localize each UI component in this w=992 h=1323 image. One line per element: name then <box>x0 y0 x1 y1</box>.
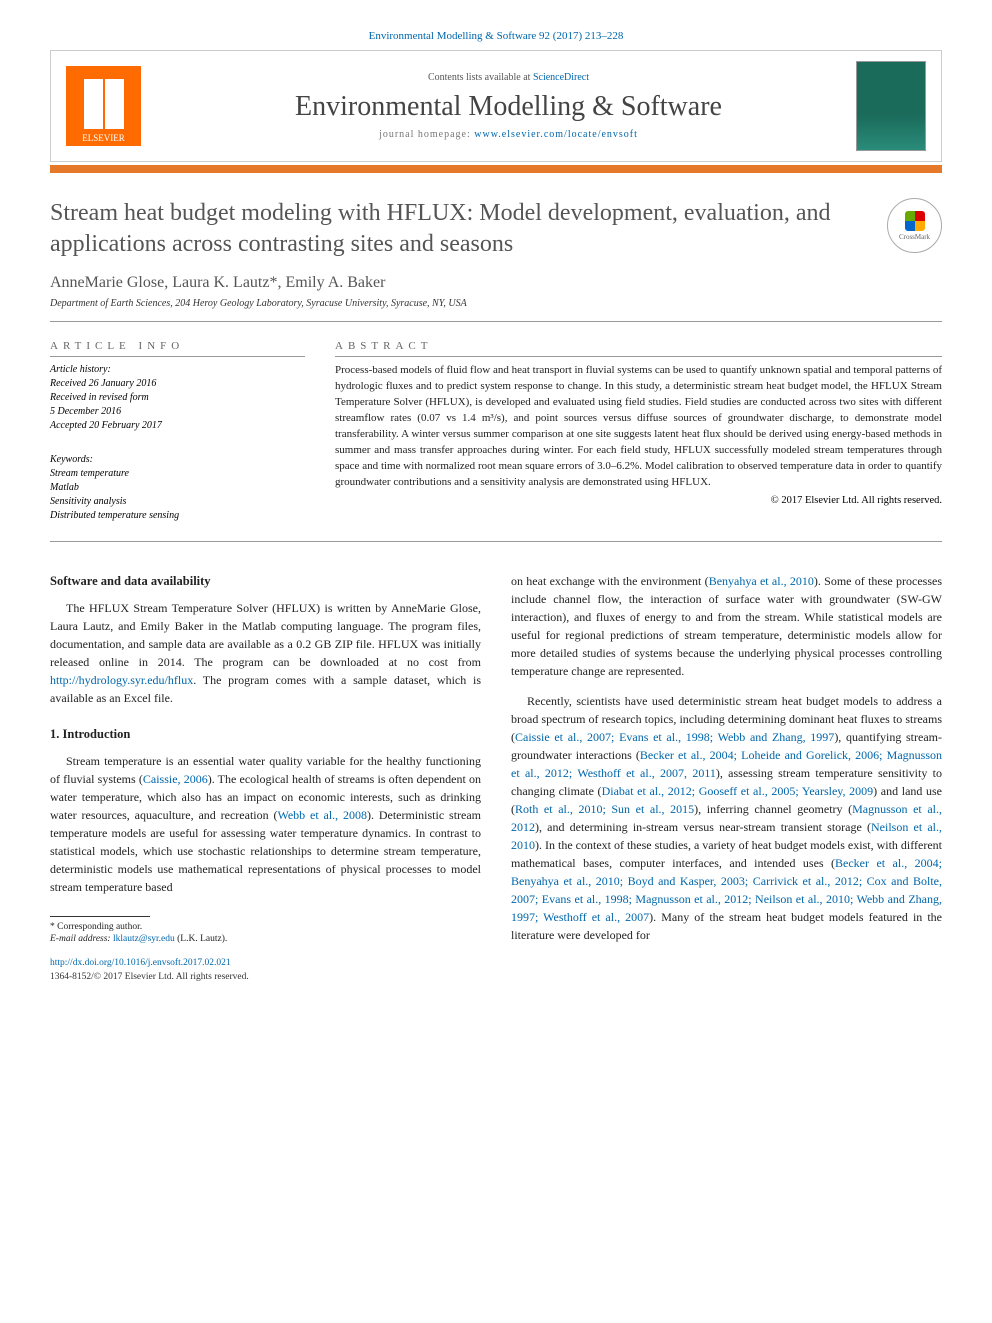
body-column-left: Software and data availability The HFLUX… <box>50 572 481 984</box>
col2-p1-a: on heat exchange with the environment ( <box>511 574 709 588</box>
crossmark-badge[interactable]: CrossMark <box>887 198 942 253</box>
software-heading: Software and data availability <box>50 572 481 591</box>
doi-block: http://dx.doi.org/10.1016/j.envsoft.2017… <box>50 956 481 985</box>
ref-group-3[interactable]: Diabat et al., 2012; Gooseff et al., 200… <box>602 784 874 798</box>
sciencedirect-link[interactable]: ScienceDirect <box>533 72 589 83</box>
history-revised: Received in revised form <box>50 392 149 403</box>
ref-caissie-2006[interactable]: Caissie, 2006 <box>143 772 208 786</box>
software-text-a: The HFLUX Stream Temperature Solver (HFL… <box>50 601 481 669</box>
homepage-link[interactable]: www.elsevier.com/locate/envsoft <box>474 129 638 140</box>
email-suffix: (L.K. Lautz). <box>175 934 228 944</box>
issn-line: 1364-8152/© 2017 Elsevier Ltd. All right… <box>50 972 249 982</box>
keywords-label: Keywords: <box>50 454 93 465</box>
article-info-column: ARTICLE INFO Article history: Received 2… <box>50 340 305 523</box>
accent-bar <box>50 165 942 173</box>
authors: AnneMarie Glose, Laura K. Lautz*, Emily … <box>50 274 942 292</box>
homepage-prefix: journal homepage: <box>379 129 474 140</box>
ref-benyahya-2010[interactable]: Benyahya et al., 2010 <box>709 574 814 588</box>
elsevier-logo-text: ELSEVIER <box>82 133 125 143</box>
col2-p1-b: ). Some of these processes include chann… <box>511 574 942 678</box>
contents-prefix: Contents lists available at <box>428 72 533 83</box>
footnote-email-line: E-mail address: lklautz@syr.edu (L.K. La… <box>50 933 481 945</box>
keyword-1: Matlab <box>50 482 79 493</box>
body-column-right: on heat exchange with the environment (B… <box>511 572 942 984</box>
intro-paragraph-1: Stream temperature is an essential water… <box>50 752 481 896</box>
col2-paragraph-2: Recently, scientists have used determini… <box>511 692 942 944</box>
footnote-block: * Corresponding author. E-mail address: … <box>50 921 481 946</box>
keyword-2: Sensitivity analysis <box>50 496 126 507</box>
crossmark-label: CrossMark <box>899 233 930 241</box>
article-title: Stream heat budget modeling with HFLUX: … <box>50 198 867 260</box>
citation-bar: Environmental Modelling & Software 92 (2… <box>50 30 942 42</box>
footnote-corresponding: * Corresponding author. <box>50 921 481 933</box>
ref-group-1[interactable]: Caissie et al., 2007; Evans et al., 1998… <box>515 730 834 744</box>
abstract-heading: ABSTRACT <box>335 340 942 357</box>
header-center: Contents lists available at ScienceDirec… <box>161 72 856 140</box>
keyword-3: Distributed temperature sensing <box>50 510 179 521</box>
abstract-column: ABSTRACT Process-based models of fluid f… <box>335 340 942 523</box>
homepage-line: journal homepage: www.elsevier.com/locat… <box>161 129 856 140</box>
contents-line: Contents lists available at ScienceDirec… <box>161 72 856 83</box>
article-info-heading: ARTICLE INFO <box>50 340 305 357</box>
author-email-link[interactable]: lklautz@syr.edu <box>113 934 175 944</box>
history-accepted: Accepted 20 February 2017 <box>50 420 162 431</box>
ref-group-4[interactable]: Roth et al., 2010; Sun et al., 2015 <box>515 802 694 816</box>
col2-paragraph-1: on heat exchange with the environment (B… <box>511 572 942 680</box>
footnote-rule <box>50 916 150 917</box>
journal-cover-thumbnail <box>856 61 926 151</box>
abstract-copyright: © 2017 Elsevier Ltd. All rights reserved… <box>335 495 942 506</box>
keywords-block: Keywords: Stream temperature Matlab Sens… <box>50 453 305 523</box>
email-label: E-mail address: <box>50 934 113 944</box>
col2-p2-e: ), inferring channel geometry ( <box>694 802 852 816</box>
elsevier-logo: ELSEVIER <box>66 66 141 146</box>
body-columns: Software and data availability The HFLUX… <box>50 572 942 984</box>
history-label: Article history: <box>50 364 111 375</box>
journal-name: Environmental Modelling & Software <box>161 91 856 123</box>
doi-link[interactable]: http://dx.doi.org/10.1016/j.envsoft.2017… <box>50 958 231 968</box>
keyword-0: Stream temperature <box>50 468 129 479</box>
affiliation: Department of Earth Sciences, 204 Heroy … <box>50 298 942 322</box>
history-revised-date: 5 December 2016 <box>50 406 121 417</box>
col2-p2-f: ), and determining in-stream versus near… <box>535 820 871 834</box>
crossmark-icon <box>905 211 925 231</box>
intro-heading: 1. Introduction <box>50 725 481 744</box>
hflux-link[interactable]: http://hydrology.syr.edu/hflux <box>50 673 193 687</box>
history-received: Received 26 January 2016 <box>50 378 156 389</box>
abstract-text: Process-based models of fluid flow and h… <box>335 363 942 491</box>
journal-header: ELSEVIER Contents lists available at Sci… <box>50 50 942 162</box>
software-paragraph: The HFLUX Stream Temperature Solver (HFL… <box>50 599 481 707</box>
elsevier-tree-icon <box>84 79 124 129</box>
info-abstract-row: ARTICLE INFO Article history: Received 2… <box>50 340 942 542</box>
title-row: Stream heat budget modeling with HFLUX: … <box>50 198 942 260</box>
ref-webb-2008[interactable]: Webb et al., 2008 <box>277 808 367 822</box>
